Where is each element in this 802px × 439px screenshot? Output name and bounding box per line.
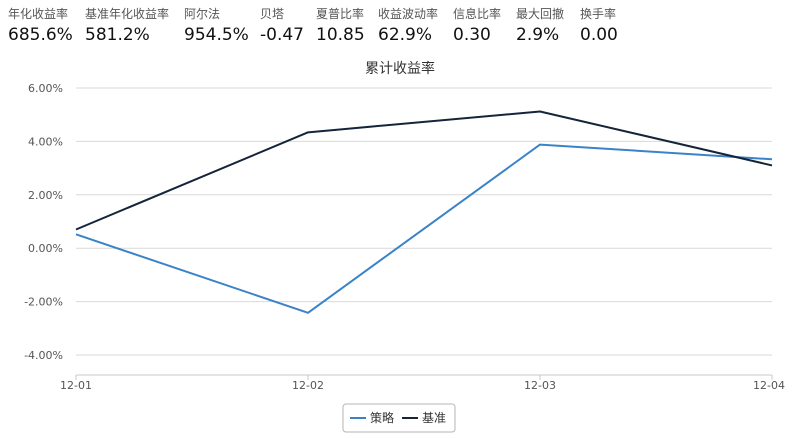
x-tick-label: 12-01: [60, 379, 92, 392]
stat-benchmark-annual-return: 基准年化收益率 581.2%: [85, 6, 169, 46]
stat-label: 贝塔: [260, 7, 285, 21]
series-line-benchmark: [75, 110, 773, 231]
stat-value: 0.00: [580, 25, 618, 45]
stat-value: 62.9%: [378, 25, 433, 45]
stat-label: 阿尔法: [184, 7, 221, 21]
stat-value: 0.30: [453, 25, 491, 45]
stat-label: 收益波动率: [378, 7, 439, 21]
stat-turnover: 换手率 0.00: [580, 6, 618, 46]
stat-label: 年化收益率: [8, 7, 69, 21]
series-lines: [75, 110, 773, 314]
series-line-strategy: [75, 143, 773, 314]
stat-alpha: 阿尔法 954.5%: [184, 6, 249, 46]
y-tick-label: 6.00%: [28, 82, 63, 95]
y-axis: 6.00% 4.00% 2.00% 0.00% -2.00% -4.00%: [24, 82, 63, 362]
stat-volatility: 收益波动率 62.9%: [378, 6, 438, 46]
stat-value: -0.47: [260, 25, 304, 45]
y-tick-label: 4.00%: [28, 135, 63, 148]
x-tick-label: 12-04: [753, 379, 785, 392]
stat-value: 581.2%: [85, 25, 150, 45]
chart-title: 累计收益率: [365, 60, 435, 77]
stat-beta: 贝塔 -0.47: [260, 6, 304, 46]
grid-lines: [76, 87, 772, 356]
stat-annual-return: 年化收益率 685.6%: [8, 6, 73, 46]
legend[interactable]: 策略 基准: [342, 403, 456, 433]
stat-max-drawdown: 最大回撤 2.9%: [516, 6, 564, 46]
legend-label: 策略: [370, 410, 394, 425]
stat-value: 10.85: [316, 25, 365, 45]
stat-label: 夏普比率: [316, 7, 365, 21]
y-tick-label: -4.00%: [24, 349, 63, 362]
y-tick-label: 0.00%: [28, 242, 63, 255]
x-tick-label: 12-02: [292, 379, 324, 392]
legend-item-benchmark[interactable]: 基准: [402, 411, 446, 425]
stat-label: 最大回撤: [516, 7, 565, 21]
stat-information-ratio: 信息比率 0.30: [453, 6, 501, 46]
x-tick-label: 12-03: [524, 379, 556, 392]
legend-box: [342, 403, 456, 433]
stat-value: 2.9%: [516, 25, 560, 45]
y-tick-label: 2.00%: [28, 189, 63, 202]
stat-value: 685.6%: [8, 25, 73, 45]
stat-label: 基准年化收益率: [85, 7, 170, 21]
y-tick-label: -2.00%: [24, 296, 63, 309]
stat-label: 信息比率: [453, 7, 502, 21]
x-axis: 12-01 12-02 12-03 12-04: [60, 374, 785, 392]
stats-bar: 年化收益率 685.6% 基准年化收益率 581.2% 阿尔法 954.5% 贝…: [0, 0, 802, 50]
stat-label: 换手率: [580, 7, 617, 21]
legend-item-strategy[interactable]: 策略: [350, 410, 394, 425]
legend-label: 基准: [422, 411, 446, 425]
stat-value: 954.5%: [184, 25, 249, 45]
stat-sharpe: 夏普比率 10.85: [316, 6, 365, 46]
